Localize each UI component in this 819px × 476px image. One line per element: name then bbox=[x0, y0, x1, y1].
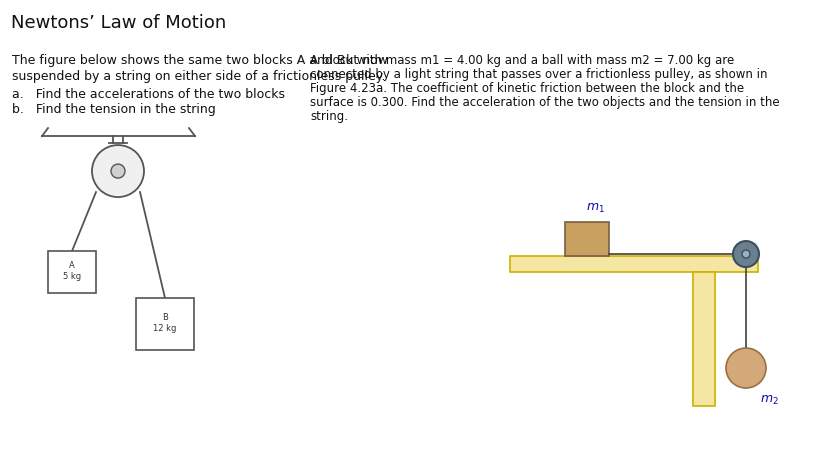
Circle shape bbox=[92, 146, 144, 198]
Text: a.   Find the accelerations of the two blocks: a. Find the accelerations of the two blo… bbox=[12, 88, 285, 101]
Bar bbox=[509, 257, 757, 272]
Text: string.: string. bbox=[310, 110, 347, 123]
Bar bbox=[48, 251, 96, 293]
Text: $m_2$: $m_2$ bbox=[759, 393, 778, 407]
Text: $m_1$: $m_1$ bbox=[585, 201, 604, 215]
Circle shape bbox=[725, 348, 765, 388]
Circle shape bbox=[741, 250, 749, 258]
Text: suspended by a string on either side of a frictionless pulley.: suspended by a string on either side of … bbox=[12, 70, 385, 83]
Circle shape bbox=[732, 241, 758, 268]
Text: connected by a light string that passes over a frictionless pulley, as shown in: connected by a light string that passes … bbox=[310, 68, 767, 81]
Text: Figure 4.23a. The coefficient of kinetic friction between the block and the: Figure 4.23a. The coefficient of kinetic… bbox=[310, 82, 743, 95]
Text: B
12 kg: B 12 kg bbox=[153, 312, 176, 332]
Bar bbox=[564, 223, 609, 257]
Text: A block with mass m1 = 4.00 kg and a ball with mass m2 = 7.00 kg are: A block with mass m1 = 4.00 kg and a bal… bbox=[310, 54, 733, 67]
Text: A
5 kg: A 5 kg bbox=[63, 260, 81, 280]
Text: b.   Find the tension in the string: b. Find the tension in the string bbox=[12, 103, 215, 116]
Text: Newtons’ Law of Motion: Newtons’ Law of Motion bbox=[11, 14, 226, 31]
Bar bbox=[692, 272, 714, 406]
Text: The figure below shows the same two blocks A and But now: The figure below shows the same two bloc… bbox=[12, 54, 387, 67]
Bar bbox=[136, 298, 194, 350]
Circle shape bbox=[111, 165, 124, 178]
Text: surface is 0.300. Find the acceleration of the two objects and the tension in th: surface is 0.300. Find the acceleration … bbox=[310, 96, 779, 109]
